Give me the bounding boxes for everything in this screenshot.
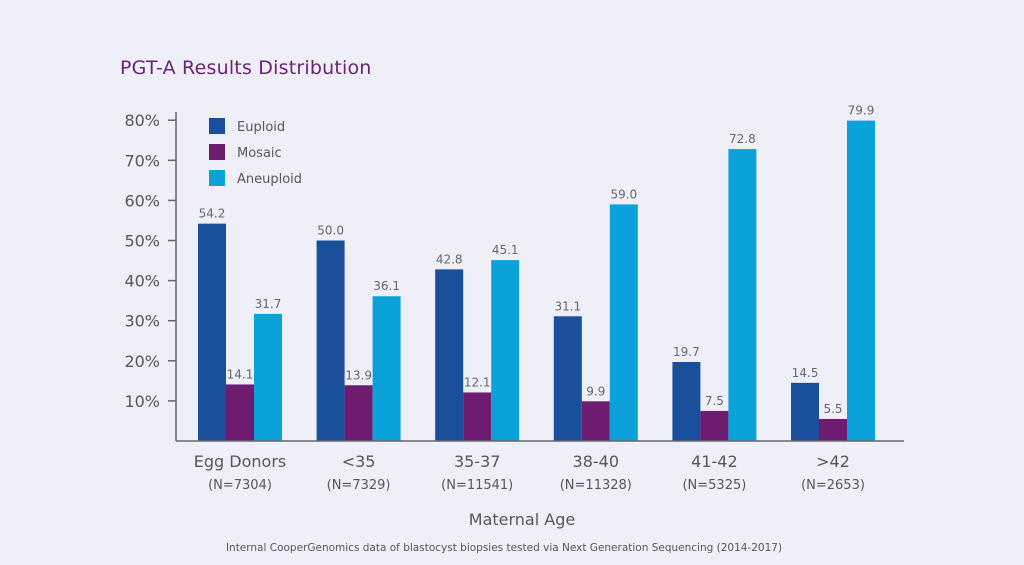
- value-label-euploid: 19.7: [673, 345, 700, 359]
- value-label-mosaic: 12.1: [464, 375, 491, 389]
- x-sample-size-label: (N=2653): [801, 478, 865, 493]
- value-label-mosaic: 14.1: [227, 367, 254, 381]
- value-label-euploid: 54.2: [199, 207, 226, 221]
- value-label-aneuploid: 72.8: [729, 132, 756, 146]
- chart-title: PGT-A Results Distribution: [120, 57, 372, 79]
- value-label-aneuploid: 36.1: [373, 279, 400, 293]
- x-sample-size-label: (N=7304): [208, 478, 272, 493]
- legend-label-mosaic: Mosaic: [237, 146, 282, 161]
- legend-swatch-mosaic: [209, 144, 225, 160]
- legend-swatch-euploid: [209, 118, 225, 134]
- value-label-aneuploid: 59.0: [610, 187, 637, 201]
- value-label-euploid: 31.1: [554, 299, 581, 313]
- y-tick-label: 40%: [124, 272, 160, 291]
- bar-euploid: [672, 362, 701, 441]
- y-tick-label: 70%: [124, 151, 160, 170]
- y-tick-label: 10%: [124, 392, 160, 411]
- bar-mosaic: [344, 385, 373, 441]
- value-label-mosaic: 13.9: [345, 368, 372, 382]
- x-sample-size-label: (N=5325): [682, 478, 746, 493]
- x-category-label: <35: [342, 452, 376, 471]
- bar-aneuploid: [847, 120, 875, 441]
- y-tick-label: 20%: [124, 352, 160, 371]
- bar-aneuploid: [491, 260, 520, 441]
- y-tick-label: 60%: [124, 191, 160, 210]
- x-sample-size-label: (N=7329): [327, 478, 391, 493]
- bar-mosaic: [819, 418, 847, 441]
- value-label-aneuploid: 31.7: [255, 297, 282, 311]
- bar-mosaic: [463, 392, 492, 441]
- value-label-mosaic: 7.5: [705, 394, 724, 408]
- value-label-mosaic: 5.5: [823, 402, 842, 416]
- value-labels-group: 54.2 50.0 42.8 31.1 19.7 14.5 14.1 13.9 12.1 9.9 7…: [199, 104, 875, 416]
- x-sample-size-label: (N=11328): [560, 478, 632, 493]
- bar-aneuploid: [254, 313, 282, 441]
- bar-aneuploid: [609, 204, 638, 441]
- x-category-label: 35-37: [454, 452, 501, 471]
- bar-aneuploid: [372, 296, 401, 441]
- bar-euploid: [553, 316, 582, 441]
- x-category-label: 38-40: [573, 452, 620, 471]
- value-label-mosaic: 9.9: [586, 384, 605, 398]
- x-axis-title: Maternal Age: [469, 510, 575, 529]
- x-category-label: >42: [816, 452, 850, 471]
- value-label-euploid: 14.5: [792, 366, 819, 380]
- bar-mosaic: [226, 384, 254, 441]
- y-axis: 10% 20% 30% 40% 50% 60% 70% 80%: [124, 111, 176, 411]
- y-tick-label: 30%: [124, 312, 160, 331]
- x-category-label: Egg Donors: [194, 452, 286, 471]
- x-axis-labels: Egg Donors (N=7304) <35 (N=7329) 35-37 (N=115…: [194, 452, 865, 493]
- bars-group: [198, 120, 875, 441]
- y-tick-label: 80%: [124, 111, 160, 130]
- bar-mosaic: [700, 410, 729, 441]
- value-label-aneuploid: 45.1: [492, 243, 519, 257]
- legend: Euploid Mosaic Aneuploid: [209, 118, 302, 187]
- bar-euploid: [791, 382, 819, 441]
- bar-euploid: [316, 240, 345, 441]
- value-label-aneuploid: 79.9: [848, 104, 875, 118]
- bar-euploid: [435, 269, 464, 441]
- bar-aneuploid: [728, 149, 757, 441]
- legend-label-euploid: Euploid: [237, 120, 285, 135]
- footnote: Internal CooperGenomics data of blastocy…: [226, 542, 782, 554]
- bar-mosaic: [581, 401, 610, 441]
- value-label-euploid: 50.0: [317, 224, 344, 238]
- legend-swatch-aneuploid: [209, 170, 225, 186]
- value-label-euploid: 42.8: [436, 252, 463, 266]
- y-tick-label: 50%: [124, 232, 160, 251]
- bar-euploid: [198, 223, 226, 441]
- legend-label-aneuploid: Aneuploid: [237, 172, 302, 187]
- x-sample-size-label: (N=11541): [441, 478, 513, 493]
- x-category-label: 41-42: [691, 452, 738, 471]
